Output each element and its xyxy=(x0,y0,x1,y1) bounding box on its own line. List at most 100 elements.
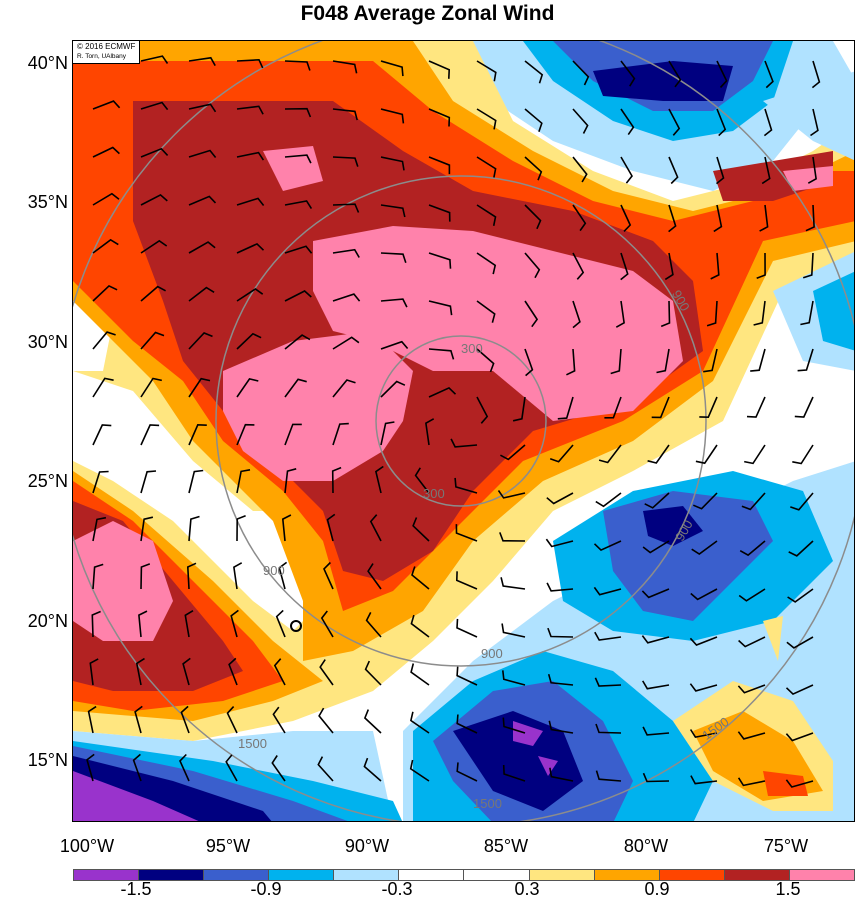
colorbar xyxy=(73,869,855,881)
wind-barb xyxy=(807,156,817,184)
wind-barb xyxy=(332,336,360,350)
wind-barb xyxy=(595,492,622,508)
wind-barb xyxy=(428,60,451,79)
wind-barb xyxy=(572,300,581,329)
wind-barb xyxy=(455,571,478,590)
wind-barb xyxy=(690,775,718,785)
field-orangered-southeast xyxy=(763,771,808,796)
wind-barb xyxy=(380,380,406,398)
wind-barb xyxy=(549,444,574,463)
wind-barb xyxy=(132,753,142,782)
wind-barb xyxy=(92,424,112,446)
wind-barb xyxy=(476,60,497,82)
wind-barb xyxy=(699,396,718,419)
colorbar-swatch xyxy=(724,870,790,880)
wind-barb xyxy=(763,108,773,137)
wind-barb xyxy=(810,108,819,137)
wind-barb xyxy=(524,204,542,230)
field-skyblue-east xyxy=(813,271,854,351)
wind-barb xyxy=(566,348,576,376)
wind-barb xyxy=(756,252,766,280)
wind-barb xyxy=(134,705,143,734)
wind-barb xyxy=(610,348,622,375)
wind-barb xyxy=(572,156,588,183)
wind-barb xyxy=(284,200,313,210)
wind-barb xyxy=(647,444,670,464)
wind-barb xyxy=(642,680,670,690)
wind-barb xyxy=(800,300,814,326)
wind-barb xyxy=(412,517,430,542)
wind-barb xyxy=(738,636,766,648)
wind-barb xyxy=(620,108,635,136)
wind-barb xyxy=(785,684,814,696)
wind-barb xyxy=(284,290,312,302)
field-white-west xyxy=(73,371,323,631)
wind-barb xyxy=(501,623,526,638)
colorbar-label: 1.5 xyxy=(775,879,801,899)
wind-barb xyxy=(414,467,430,494)
wind-barb xyxy=(737,684,766,694)
wind-barb xyxy=(140,331,165,350)
wind-barb xyxy=(497,490,526,499)
credit-copyright: © 2016 ECMWF xyxy=(77,42,136,51)
wind-barb xyxy=(236,197,265,206)
wind-barb xyxy=(380,298,408,308)
wind-barb xyxy=(92,146,120,158)
field-pink-gulf xyxy=(313,226,683,421)
storm-center-marker xyxy=(290,620,302,632)
wind-barb xyxy=(380,108,405,124)
field-purple-southwest xyxy=(73,771,199,821)
contour-label: 1500 xyxy=(473,796,502,811)
wind-barb xyxy=(179,753,190,782)
wind-barb xyxy=(91,610,101,638)
wind-barb xyxy=(456,618,478,638)
wind-barb xyxy=(604,396,622,419)
field-pink-west xyxy=(73,521,173,641)
wind-barb xyxy=(454,477,478,494)
wind-barb xyxy=(557,396,574,420)
wind-barb xyxy=(620,204,632,232)
wind-barb xyxy=(409,711,430,734)
colorbar-label: 0.3 xyxy=(514,879,540,899)
wind-barb xyxy=(642,726,670,736)
wind-barb xyxy=(188,332,213,350)
wind-barb xyxy=(236,377,259,398)
wind-barb xyxy=(135,657,145,686)
contour-label: 1500 xyxy=(238,736,267,751)
wind-barb xyxy=(318,707,334,734)
wind-barb xyxy=(785,732,814,742)
wind-barb xyxy=(182,657,191,686)
wind-barb xyxy=(374,465,384,494)
wind-barb xyxy=(380,156,405,171)
wind-barb xyxy=(188,469,204,494)
wind-barb xyxy=(456,666,478,686)
wind-barb xyxy=(572,108,589,134)
wind-barb xyxy=(317,756,334,782)
contour-900 xyxy=(215,175,707,667)
wind-barb xyxy=(595,770,622,782)
wind-barb xyxy=(273,658,286,686)
wind-barb xyxy=(450,438,478,448)
wind-barb xyxy=(546,582,574,592)
lat-label: 35°N xyxy=(27,192,68,212)
wind-barb xyxy=(476,252,497,275)
wind-barb xyxy=(668,60,682,88)
colorbar-swatch xyxy=(74,870,140,880)
wind-barb xyxy=(753,300,766,326)
wind-barb xyxy=(236,242,265,254)
wind-barb xyxy=(794,396,814,418)
field-pink-east xyxy=(783,166,833,191)
wind-barb xyxy=(92,470,109,494)
wind-barb xyxy=(786,636,814,649)
wind-barb xyxy=(792,444,814,465)
wind-barb xyxy=(380,60,404,77)
wind-barb xyxy=(140,285,166,302)
wind-barb xyxy=(369,514,382,542)
wind-barb xyxy=(278,561,288,590)
wind-barb xyxy=(332,203,360,213)
wind-barb xyxy=(428,348,455,360)
contour-label: 900 xyxy=(481,646,503,661)
wind-barb xyxy=(332,60,358,74)
wind-barb xyxy=(706,300,718,327)
wind-barb xyxy=(236,515,246,542)
